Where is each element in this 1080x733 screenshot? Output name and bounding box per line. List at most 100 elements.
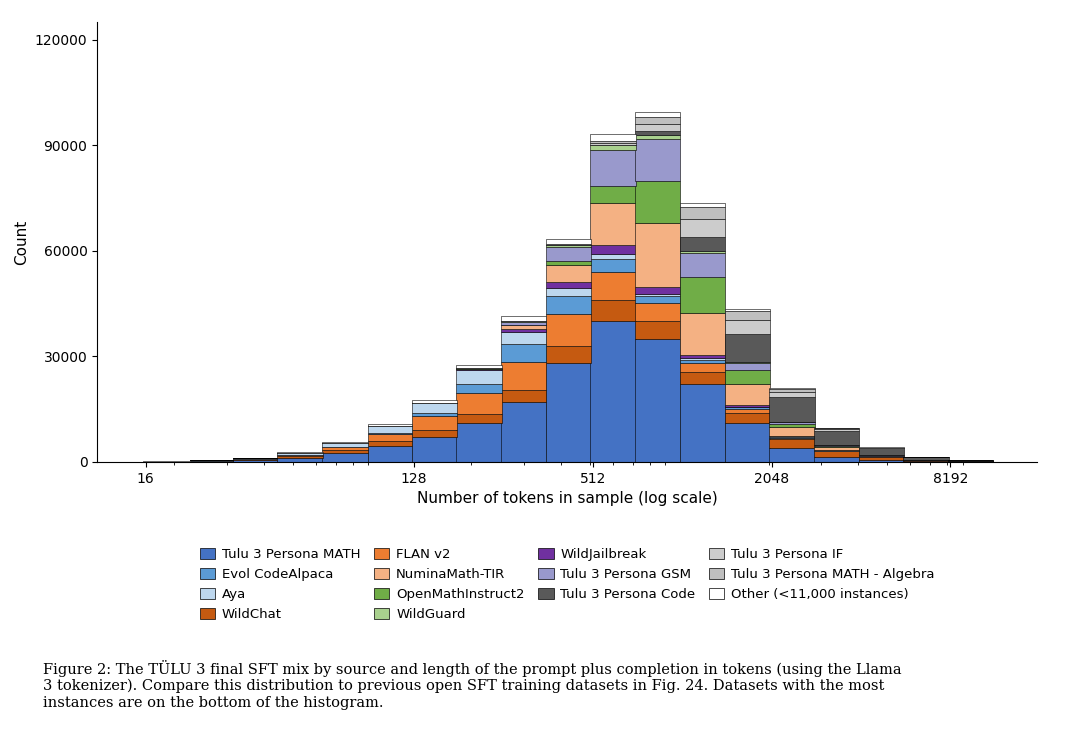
- Bar: [411, 437, 457, 462]
- Bar: [276, 456, 323, 457]
- Bar: [725, 384, 770, 405]
- Bar: [591, 246, 636, 254]
- Bar: [501, 317, 546, 321]
- Bar: [725, 309, 770, 311]
- Bar: [591, 145, 636, 150]
- Bar: [679, 207, 725, 219]
- Bar: [545, 287, 591, 296]
- Bar: [456, 384, 501, 393]
- Bar: [814, 457, 860, 462]
- Bar: [545, 245, 591, 247]
- Bar: [501, 402, 546, 462]
- Bar: [276, 453, 323, 455]
- Bar: [545, 265, 591, 282]
- Bar: [501, 321, 546, 322]
- Bar: [814, 431, 860, 445]
- Bar: [679, 312, 725, 355]
- Bar: [635, 135, 680, 139]
- Bar: [411, 400, 457, 402]
- Bar: [456, 393, 501, 414]
- Bar: [232, 458, 278, 459]
- Bar: [545, 261, 591, 265]
- Bar: [725, 311, 770, 320]
- Bar: [501, 325, 546, 329]
- Bar: [545, 239, 591, 244]
- Bar: [367, 441, 413, 446]
- Bar: [591, 144, 636, 145]
- Bar: [591, 150, 636, 185]
- Bar: [679, 360, 725, 364]
- Bar: [859, 456, 904, 457]
- Bar: [591, 321, 636, 462]
- Bar: [501, 390, 546, 402]
- Bar: [725, 413, 770, 423]
- Bar: [769, 438, 814, 439]
- Bar: [679, 372, 725, 384]
- Bar: [456, 365, 501, 368]
- Bar: [456, 369, 501, 370]
- Bar: [635, 111, 680, 117]
- Bar: [322, 443, 368, 447]
- Bar: [679, 219, 725, 237]
- Bar: [679, 253, 725, 277]
- Bar: [545, 296, 591, 314]
- Bar: [545, 314, 591, 346]
- Bar: [725, 320, 770, 334]
- Bar: [903, 457, 949, 460]
- Bar: [367, 434, 413, 441]
- Bar: [591, 185, 636, 203]
- Bar: [769, 427, 814, 436]
- Bar: [725, 408, 770, 409]
- Bar: [501, 329, 546, 331]
- Bar: [411, 430, 457, 437]
- Bar: [635, 181, 680, 224]
- Bar: [322, 450, 368, 453]
- Bar: [591, 254, 636, 259]
- Bar: [322, 453, 368, 462]
- Bar: [276, 455, 323, 456]
- Bar: [456, 423, 501, 462]
- Bar: [591, 272, 636, 300]
- Bar: [635, 124, 680, 131]
- Bar: [635, 287, 680, 294]
- Bar: [814, 446, 860, 447]
- Bar: [725, 362, 770, 363]
- Bar: [635, 294, 680, 296]
- Bar: [501, 361, 546, 390]
- Bar: [814, 428, 860, 430]
- Bar: [725, 405, 770, 407]
- Bar: [322, 441, 368, 443]
- Bar: [635, 339, 680, 462]
- Bar: [859, 460, 904, 462]
- Bar: [591, 259, 636, 272]
- Bar: [814, 447, 860, 450]
- Bar: [591, 133, 636, 141]
- Bar: [635, 321, 680, 339]
- Bar: [411, 416, 457, 430]
- Bar: [635, 303, 680, 321]
- Bar: [859, 457, 904, 460]
- Bar: [725, 370, 770, 384]
- Bar: [769, 389, 814, 391]
- Bar: [591, 141, 636, 144]
- Bar: [635, 296, 680, 303]
- Bar: [635, 139, 680, 181]
- Bar: [456, 370, 501, 384]
- Bar: [679, 237, 725, 251]
- Bar: [635, 131, 680, 135]
- X-axis label: Number of tokens in sample (log scale): Number of tokens in sample (log scale): [417, 491, 717, 506]
- Legend: Tulu 3 Persona MATH, Evol CodeAlpaca, Aya, WildChat, FLAN v2, NuminaMath-TIR, Op: Tulu 3 Persona MATH, Evol CodeAlpaca, Ay…: [200, 548, 934, 621]
- Bar: [725, 334, 770, 362]
- Bar: [769, 439, 814, 448]
- Bar: [367, 426, 413, 433]
- Bar: [679, 203, 725, 207]
- Bar: [769, 391, 814, 397]
- Bar: [679, 364, 725, 372]
- Text: Figure 2: The TÜLU 3 final SFT mix by source and length of the prompt plus compl: Figure 2: The TÜLU 3 final SFT mix by so…: [43, 660, 902, 710]
- Bar: [903, 460, 949, 461]
- Bar: [545, 346, 591, 364]
- Bar: [679, 277, 725, 312]
- Bar: [769, 448, 814, 462]
- Bar: [725, 423, 770, 462]
- Bar: [725, 409, 770, 413]
